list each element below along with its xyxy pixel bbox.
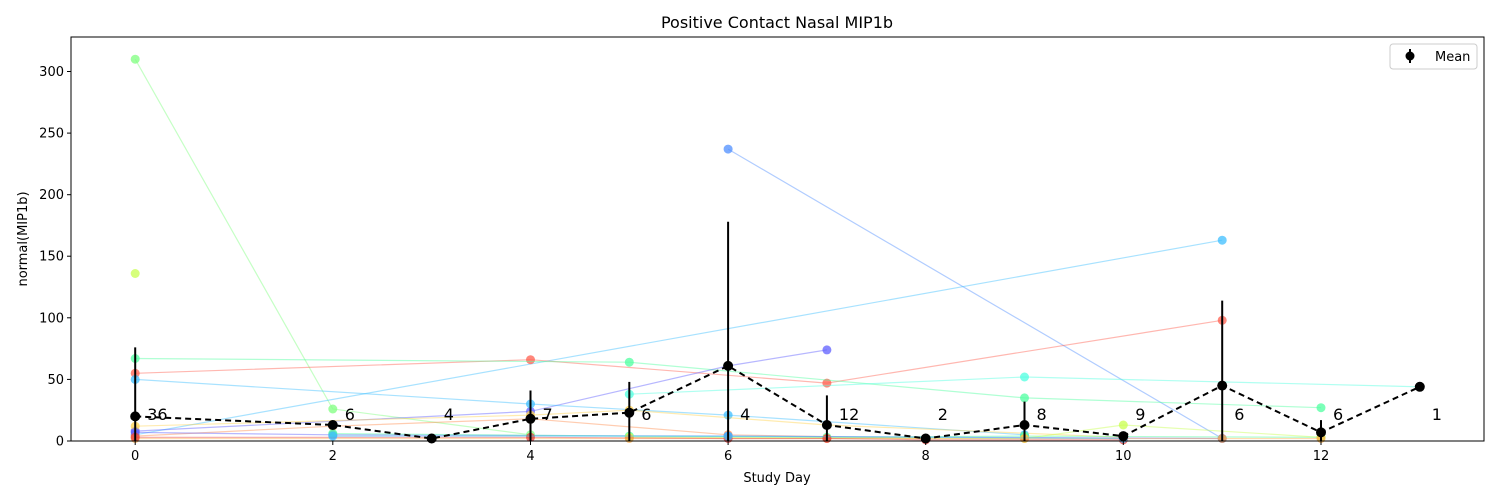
count-label-2: 6 [345, 405, 355, 424]
count-label-6: 4 [740, 405, 750, 424]
y-axis-label: normal(MIP1b) [16, 191, 31, 286]
x-tick-label-3: 4 [526, 449, 534, 464]
count-label-12: 6 [1333, 405, 1343, 424]
mean-point-7 [821, 420, 832, 430]
chart-title: Positive Contact Nasal MIP1b [661, 13, 893, 32]
count-label-5: 6 [641, 405, 651, 424]
y-tick-label-3: 100 [39, 311, 64, 326]
subject-point-4-2 [526, 355, 535, 365]
legend-mean-label: Mean [1435, 50, 1470, 65]
subject-line-2 [727, 148, 1223, 440]
subject-point-6-4 [1316, 403, 1326, 413]
subject-line-9 [135, 378, 1025, 436]
x-tick-label-5: 8 [922, 449, 930, 464]
subject-point-6-2 [624, 357, 634, 367]
subject-point-2-1 [723, 144, 733, 154]
count-label-9: 8 [1037, 405, 1047, 424]
subject-point-17-1 [328, 431, 338, 441]
mean-point-5 [624, 407, 635, 418]
subject-point-3-2 [1217, 235, 1227, 245]
subject-point-1-1 [130, 54, 140, 64]
y-tick-label-1: 0 [56, 435, 64, 450]
x-axis-label: Study Day [743, 471, 811, 486]
count-label-13: 1 [1432, 405, 1442, 424]
count-label-3: 4 [444, 405, 454, 424]
subject-point-1-2 [328, 404, 338, 414]
x-tick-label-7: 12 [1313, 449, 1330, 464]
subject-point-4-3 [822, 378, 832, 388]
mean-point-1 [130, 411, 141, 422]
plot-frame [70, 36, 1485, 442]
subject-line-6 [135, 357, 1322, 409]
mean-point-3 [426, 433, 437, 444]
x-tick-label-1: 0 [131, 449, 139, 464]
count-label-10: 9 [1135, 405, 1145, 424]
mean-point-13 [1414, 381, 1425, 392]
y-tick-label-5: 200 [39, 188, 64, 203]
mean-point-12 [1316, 427, 1326, 438]
subject-line-3 [135, 239, 1223, 436]
subject-point-7-2 [1020, 372, 1029, 382]
mean-point-4 [525, 413, 536, 424]
subject-line-16 [135, 436, 1124, 441]
subject-series-group [130, 54, 1425, 445]
x-tick-label-2: 2 [329, 449, 337, 464]
count-label-11: 6 [1234, 405, 1244, 424]
count-label-1: 36 [147, 405, 167, 424]
mean-point-11 [1217, 380, 1228, 391]
mean-line [135, 364, 1421, 440]
y-tick-label-2: 50 [47, 373, 64, 388]
mean-point-6 [723, 360, 734, 371]
count-labels-group: 36 6 4 7 6 4 12 2 8 9 6 6 1 [147, 405, 1442, 424]
subject-point-14-3 [1118, 420, 1128, 430]
legend-box [1389, 43, 1478, 70]
mean-point-9 [1019, 420, 1030, 430]
subject-line-4 [135, 319, 1223, 384]
y-tick-label-4: 150 [39, 250, 64, 265]
count-label-8: 2 [938, 405, 948, 424]
x-tick-label-4: 6 [724, 449, 732, 464]
mean-series-group [130, 221, 1425, 444]
count-label-7: 12 [839, 405, 859, 424]
subject-point-8-4 [822, 345, 832, 355]
y-axis: 0 50 100 150 200 250 300 [39, 65, 71, 450]
legend-mean-marker [1405, 51, 1415, 61]
subject-point-5-1 [130, 269, 140, 278]
y-tick-label-7: 300 [39, 65, 64, 80]
mean-point-10 [1118, 431, 1129, 442]
legend: Mean [1389, 43, 1478, 70]
y-tick-label-6: 250 [39, 127, 64, 142]
mean-point-2 [327, 420, 338, 430]
subject-line-1 [134, 58, 531, 436]
x-tick-label-6: 10 [1115, 449, 1132, 464]
count-label-4: 7 [543, 405, 553, 424]
subject-point-6-3 [1020, 393, 1029, 403]
x-axis: 0 2 4 6 8 10 12 [131, 441, 1329, 464]
